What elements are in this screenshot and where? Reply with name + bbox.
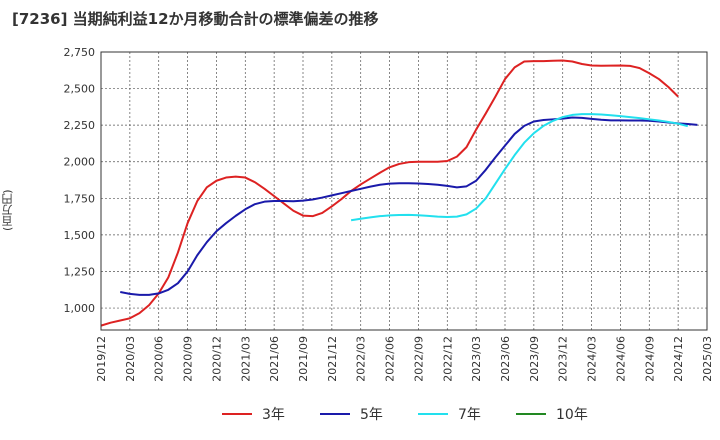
- grid-layer: [101, 52, 707, 330]
- legend-label: 7年: [458, 407, 481, 423]
- x-tick-label: 2025/03: [701, 336, 714, 382]
- x-tick-label: 2023/12: [557, 336, 570, 382]
- x-tick-label: 2024/06: [614, 336, 627, 382]
- series-line-7年: [350, 113, 689, 222]
- x-tick-label: 2022/03: [355, 336, 368, 382]
- x-tick-label: 2024/09: [643, 336, 656, 382]
- y-tick-label: 1,750: [64, 192, 96, 205]
- plot-frame: [100, 51, 708, 331]
- x-tick-labels: 2019/12 2020/03 2020/06 2020/09 2020/12 2021/…: [95, 336, 714, 382]
- y-tick-label: 2,500: [64, 83, 96, 96]
- y-tick-label: 1,000: [64, 302, 96, 315]
- x-tick-label: 2020/09: [182, 336, 195, 382]
- x-tick-label: 2021/12: [326, 336, 339, 382]
- x-tick-label: 2023/06: [499, 336, 512, 382]
- x-tick-label: 2024/03: [586, 336, 599, 382]
- y-tick-label: 1,250: [64, 265, 96, 278]
- x-tick-label: 2020/03: [124, 336, 137, 382]
- y-tick-label: 2,750: [64, 46, 96, 59]
- legend-label: 5年: [360, 407, 383, 423]
- x-tick-label: 2022/09: [412, 336, 425, 382]
- series-line-3年: [100, 59, 679, 327]
- legend-label: 10年: [556, 407, 588, 423]
- x-tick-label: 2021/06: [268, 336, 281, 382]
- x-tick-label: 2022/12: [441, 336, 454, 382]
- x-tick-label: 2023/03: [470, 336, 483, 382]
- y-tick-label: 2,250: [64, 119, 96, 132]
- y-tick-label: 2,000: [64, 156, 96, 169]
- y-tick-label: 1,500: [64, 229, 96, 242]
- series-lines: [100, 59, 698, 327]
- x-tick-label: 2024/12: [672, 336, 685, 382]
- x-tick-label: 2022/06: [384, 336, 397, 382]
- x-tick-label: 2020/06: [153, 336, 166, 382]
- chart-title: [7236] 当期純利益12か月移動合計の標準偏差の推移: [12, 10, 379, 28]
- series-line-5年: [120, 116, 698, 296]
- legend-label: 3年: [262, 407, 285, 423]
- y-tick-labels: 1,000 1,250 1,500 1,750 2,000 2,250 2,500 2,750: [64, 46, 96, 315]
- legend: 3年 5年 7年 10年: [222, 407, 588, 423]
- x-tick-label: 2021/09: [297, 336, 310, 382]
- x-tick-label: 2021/03: [239, 336, 252, 382]
- x-tick-label: 2020/12: [210, 336, 223, 382]
- x-tick-label: 2023/09: [528, 336, 541, 382]
- x-tick-label: 2019/12: [95, 336, 108, 382]
